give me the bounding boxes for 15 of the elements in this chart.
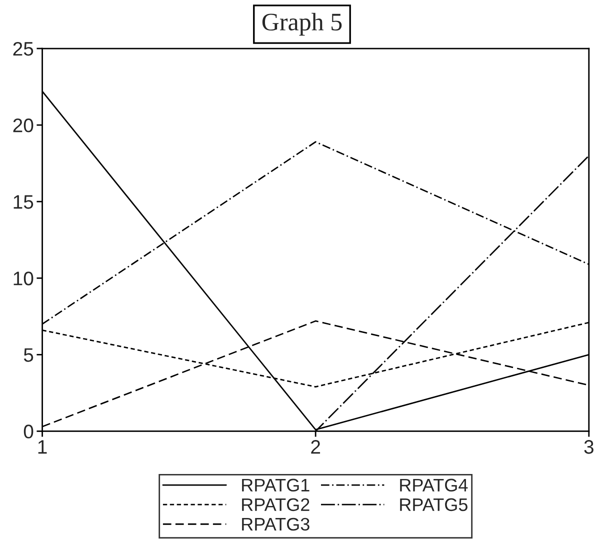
legend-label: RPATG2 <box>242 498 310 512</box>
y-tick-label: 20 <box>13 118 34 132</box>
y-tick-label: 15 <box>14 195 34 209</box>
legend-label: RPATG4 <box>400 478 468 492</box>
y-tick-label: 0 <box>24 424 34 438</box>
x-tick-label: 3 <box>584 440 594 454</box>
chart-title: Graph 5 <box>262 12 342 36</box>
legend-label: RPATG3 <box>242 518 310 531</box>
x-tick-label: 1 <box>38 440 47 454</box>
legend-label: RPATG1 <box>242 478 310 492</box>
x-tick-label: 2 <box>311 440 320 454</box>
y-tick-label: 5 <box>24 348 34 362</box>
y-tick-label: 25 <box>13 42 34 56</box>
legend-label: RPATG5 <box>400 498 468 512</box>
y-tick-label: 10 <box>14 272 34 286</box>
